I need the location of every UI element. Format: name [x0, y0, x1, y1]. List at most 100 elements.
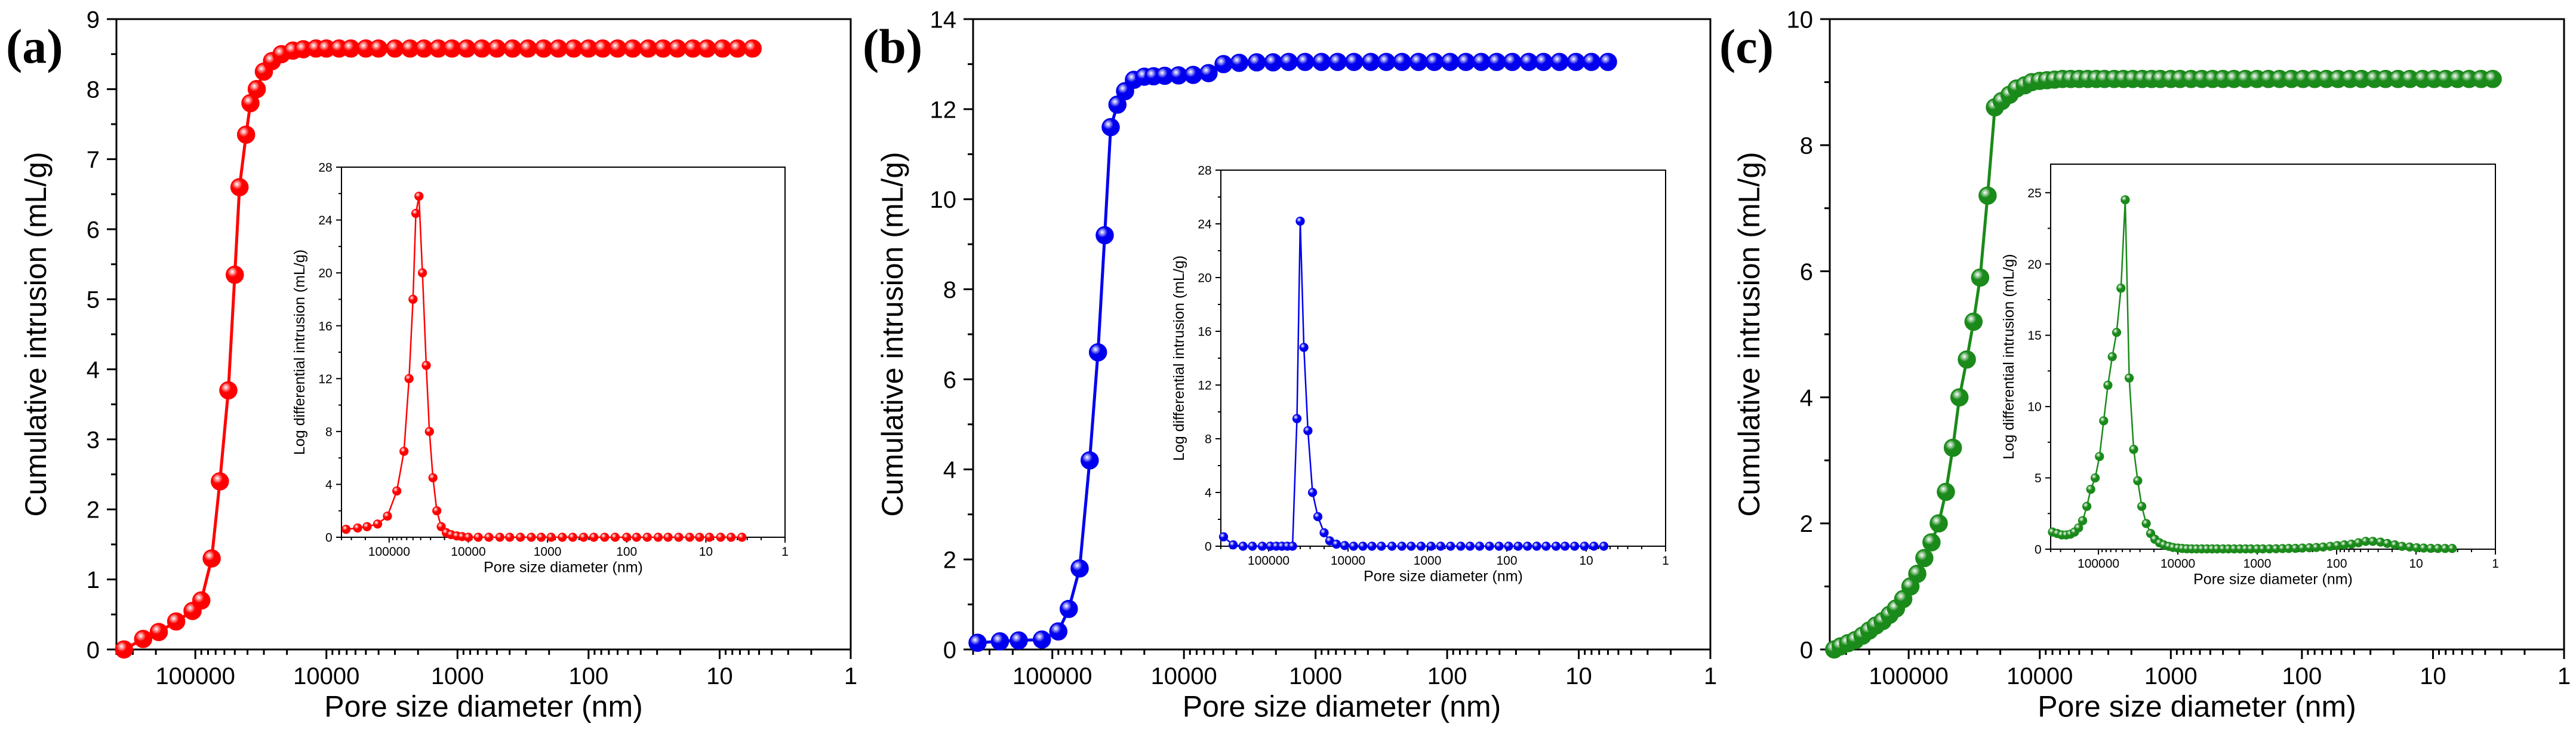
inset-x-axis-title: Pore size diameter (nm)	[2193, 571, 2353, 587]
inset-background	[1221, 170, 1666, 546]
main-data-point	[1943, 438, 1962, 457]
main-data-point	[1582, 53, 1601, 71]
inset-y-tick-label: 28	[1198, 164, 1211, 178]
inset-data-point	[1397, 541, 1407, 551]
main-y-tick-label: 8	[943, 277, 956, 303]
main-data-point	[549, 39, 568, 58]
inset-background	[341, 167, 785, 537]
inset-data-point	[2074, 523, 2083, 532]
main-y-tick-label: 10	[1787, 7, 1814, 33]
main-y-tick-label: 12	[930, 97, 957, 123]
main-data-point	[1950, 388, 1969, 407]
inset-data-point	[484, 532, 494, 542]
inset-y-axis-title: Log differential intrusion (mL/g)	[291, 250, 308, 455]
inset-x-tick-label: 100	[616, 545, 637, 559]
inset-data-point	[642, 532, 652, 542]
inset-data-point	[2447, 544, 2457, 553]
main-y-tick-label: 4	[87, 357, 100, 383]
inset-data-point	[2368, 537, 2378, 546]
main-data-point	[488, 39, 506, 58]
inset-data-point	[1358, 541, 1368, 551]
main-y-tick-label: 9	[87, 7, 100, 33]
main-data-point	[247, 80, 266, 98]
inset-data-point	[2133, 476, 2143, 485]
main-y-tick-label: 2	[87, 497, 100, 524]
inset-data-point	[622, 532, 632, 542]
inset-data-point	[737, 532, 747, 542]
main-y-tick-label: 4	[943, 457, 956, 484]
main-data-point	[743, 39, 762, 58]
main-data-point	[211, 472, 229, 491]
main-data-point	[1971, 268, 1990, 287]
main-data-point	[668, 39, 687, 58]
inset-data-point	[1367, 541, 1377, 551]
main-x-tick-label: 10	[706, 663, 733, 689]
inset-data-point	[1228, 540, 1238, 550]
inset-data-point	[1218, 532, 1229, 541]
main-y-tick-label: 1	[87, 567, 100, 593]
inset-data-point	[1340, 541, 1350, 550]
main-y-tick-label: 3	[87, 427, 100, 453]
inset-data-point	[2103, 380, 2113, 390]
inset-y-tick-label: 10	[2027, 401, 2041, 414]
inset-data-point	[1456, 541, 1466, 551]
inset-data-point	[1257, 541, 1267, 551]
main-y-axis-title: Cumulative intrusion (mL/g)	[19, 152, 53, 516]
panel-b: (b)100000 10000 1000 100 10 102468101214Pore …	[863, 7, 1717, 723]
inset-data-point	[341, 525, 351, 534]
inset-data-point	[2383, 538, 2392, 549]
main-data-point	[697, 39, 716, 58]
main-data-point	[1184, 66, 1202, 84]
inset-y-tick-label: 8	[1205, 433, 1212, 447]
main-data-point	[623, 39, 642, 58]
inset-data-point	[2090, 473, 2100, 483]
main-x-tick-label: 1	[2557, 663, 2571, 689]
inset-data-point	[2086, 485, 2095, 494]
inset-data-point	[2397, 541, 2407, 551]
inset-data-point	[2112, 328, 2122, 337]
inset-background	[2051, 164, 2495, 549]
inset-x-tick-label: 1000	[1414, 554, 1442, 568]
inset-data-point	[1522, 541, 1532, 551]
main-y-tick-label: 0	[87, 637, 100, 663]
main-y-tick-label: 4	[1800, 385, 1813, 411]
inset-data-point	[414, 192, 424, 201]
main-data-point	[1108, 96, 1127, 114]
inset-data-point	[1299, 343, 1309, 352]
main-data-point	[990, 632, 1010, 651]
main-data-point	[1503, 53, 1522, 71]
main-x-tick-label: 10000	[293, 663, 359, 689]
inset-data-point	[2120, 195, 2130, 205]
main-x-tick-label: 10000	[2006, 663, 2073, 689]
main-data-point	[1101, 118, 1120, 137]
inset-data-point	[392, 486, 402, 496]
inset-y-tick-label: 15	[2027, 329, 2041, 343]
inset-data-point	[1319, 528, 1329, 538]
main-data-point	[1915, 549, 1934, 568]
main-y-tick-label: 0	[1800, 637, 1813, 663]
inset-data-point	[632, 532, 641, 542]
main-x-tick-label: 10	[1565, 663, 1592, 689]
inset-data-point	[578, 532, 589, 542]
main-x-tick-label: 100	[1427, 663, 1467, 689]
main-data-point	[1214, 55, 1233, 73]
main-data-point	[503, 39, 522, 58]
inset-y-tick-label: 5	[2035, 472, 2042, 485]
main-x-tick-label: 100000	[155, 663, 235, 689]
main-data-point	[1978, 186, 1997, 205]
main-data-point	[369, 39, 388, 58]
main-data-point	[1599, 53, 1617, 71]
panel-label: (c)	[1719, 19, 1774, 73]
inset-data-point	[663, 532, 673, 542]
inset-data-point	[373, 519, 383, 529]
inset-data-point	[2082, 501, 2092, 511]
main-y-tick-label: 8	[1800, 133, 1813, 159]
inset-data-point	[1387, 541, 1397, 551]
inset-data-point	[568, 532, 578, 542]
main-data-point	[1922, 533, 1941, 552]
inset-data-point	[495, 532, 504, 542]
inset-data-point	[516, 532, 525, 542]
